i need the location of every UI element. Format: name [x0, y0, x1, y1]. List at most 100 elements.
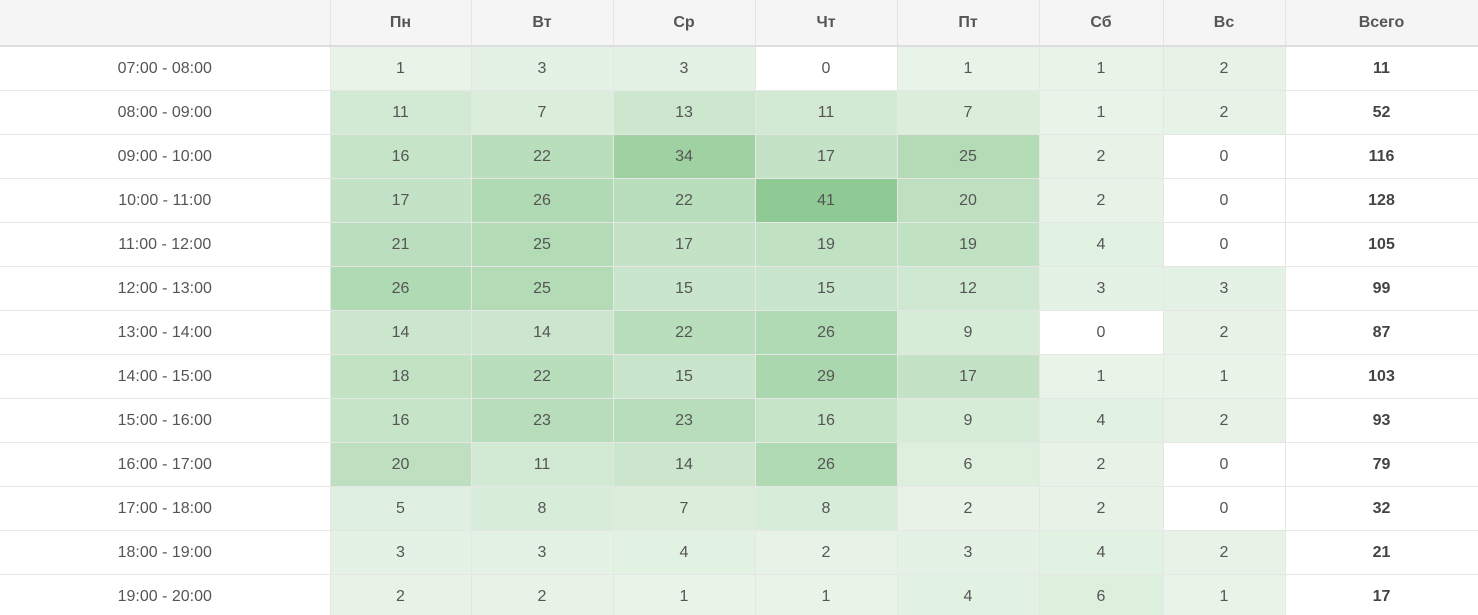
- count-cell: 3: [1039, 266, 1164, 311]
- count-cell: 20: [897, 178, 1040, 223]
- table-row: 10:00 - 11:00 17 26 22 41 20 2 0 128: [0, 178, 1478, 223]
- time-cell: 12:00 - 13:00: [0, 266, 331, 311]
- total-cell: 105: [1285, 222, 1478, 267]
- time-cell: 17:00 - 18:00: [0, 486, 331, 531]
- column-header: Ср: [613, 0, 756, 47]
- count-cell: 4: [897, 574, 1040, 615]
- count-cell: 0: [1163, 442, 1286, 487]
- count-cell: 11: [755, 90, 898, 135]
- count-cell: 11: [471, 442, 614, 487]
- count-cell: 0: [1163, 134, 1286, 179]
- total-cell: 52: [1285, 90, 1478, 135]
- total-cell: 93: [1285, 398, 1478, 443]
- time-cell: 10:00 - 11:00: [0, 178, 331, 223]
- count-cell: 34: [613, 134, 756, 179]
- count-cell: 6: [897, 442, 1040, 487]
- count-cell: 9: [897, 398, 1040, 443]
- count-cell: 2: [1163, 90, 1286, 135]
- count-cell: 4: [1039, 222, 1164, 267]
- total-cell: 79: [1285, 442, 1478, 487]
- count-cell: 22: [613, 310, 756, 355]
- count-cell: 0: [755, 46, 898, 91]
- count-cell: 1: [755, 574, 898, 615]
- count-cell: 2: [1163, 310, 1286, 355]
- count-cell: 19: [755, 222, 898, 267]
- count-cell: 16: [755, 398, 898, 443]
- count-cell: 26: [755, 310, 898, 355]
- table-row: 11:00 - 12:00 21 25 17 19 19 4 0 105: [0, 222, 1478, 267]
- count-cell: 1: [613, 574, 756, 615]
- time-cell: 07:00 - 08:00: [0, 46, 331, 91]
- count-cell: 3: [1163, 266, 1286, 311]
- table-row: 13:00 - 14:00 14 14 22 26 9 0 2 87: [0, 310, 1478, 355]
- count-cell: 1: [1039, 46, 1164, 91]
- total-cell: 116: [1285, 134, 1478, 179]
- count-cell: 8: [755, 486, 898, 531]
- count-cell: 15: [613, 354, 756, 399]
- count-cell: 18: [330, 354, 472, 399]
- time-cell: 13:00 - 14:00: [0, 310, 331, 355]
- count-cell: 4: [1039, 398, 1164, 443]
- time-cell: 19:00 - 20:00: [0, 574, 331, 615]
- count-cell: 0: [1039, 310, 1164, 355]
- count-cell: 2: [1039, 178, 1164, 223]
- count-cell: 3: [897, 530, 1040, 575]
- table-row: 15:00 - 16:00 16 23 23 16 9 4 2 93: [0, 398, 1478, 443]
- column-header: Сб: [1039, 0, 1164, 47]
- total-cell: 32: [1285, 486, 1478, 531]
- count-cell: 8: [471, 486, 614, 531]
- total-cell: 17: [1285, 574, 1478, 615]
- count-cell: 4: [613, 530, 756, 575]
- count-cell: 25: [471, 266, 614, 311]
- count-cell: 2: [1039, 134, 1164, 179]
- count-cell: 1: [1163, 354, 1286, 399]
- count-cell: 3: [613, 46, 756, 91]
- count-cell: 13: [613, 90, 756, 135]
- table-row: 16:00 - 17:00 20 11 14 26 6 2 0 79: [0, 442, 1478, 487]
- count-cell: 7: [897, 90, 1040, 135]
- count-cell: 2: [1039, 486, 1164, 531]
- total-cell: 99: [1285, 266, 1478, 311]
- count-cell: 2: [330, 574, 472, 615]
- time-cell: 09:00 - 10:00: [0, 134, 331, 179]
- count-cell: 3: [471, 46, 614, 91]
- count-cell: 7: [613, 486, 756, 531]
- column-header: Вс: [1163, 0, 1286, 47]
- count-cell: 41: [755, 178, 898, 223]
- count-cell: 12: [897, 266, 1040, 311]
- count-cell: 4: [1039, 530, 1164, 575]
- table-row: 12:00 - 13:00 26 25 15 15 12 3 3 99: [0, 266, 1478, 311]
- count-cell: 2: [755, 530, 898, 575]
- table-row: 19:00 - 20:00 2 2 1 1 4 6 1 17: [0, 574, 1478, 615]
- count-cell: 16: [330, 398, 472, 443]
- count-cell: 0: [1163, 178, 1286, 223]
- count-cell: 26: [471, 178, 614, 223]
- time-cell: 16:00 - 17:00: [0, 442, 331, 487]
- count-cell: 0: [1163, 486, 1286, 531]
- count-cell: 17: [755, 134, 898, 179]
- count-cell: 19: [897, 222, 1040, 267]
- time-cell: 11:00 - 12:00: [0, 222, 331, 267]
- total-cell: 21: [1285, 530, 1478, 575]
- count-cell: 1: [330, 46, 472, 91]
- count-cell: 14: [330, 310, 472, 355]
- count-cell: 25: [897, 134, 1040, 179]
- count-cell: 14: [471, 310, 614, 355]
- table-body: 07:00 - 08:00 1 3 3 0 1 1 2 11 08:00 - 09:00 11 7 13…: [0, 46, 1478, 615]
- count-cell: 2: [1163, 398, 1286, 443]
- count-cell: 11: [330, 90, 472, 135]
- count-cell: 1: [1163, 574, 1286, 615]
- count-cell: 25: [471, 222, 614, 267]
- total-cell: 87: [1285, 310, 1478, 355]
- count-cell: 16: [330, 134, 472, 179]
- count-cell: 22: [613, 178, 756, 223]
- time-cell: 08:00 - 09:00: [0, 90, 331, 135]
- count-cell: 5: [330, 486, 472, 531]
- count-cell: 23: [613, 398, 756, 443]
- count-cell: 3: [330, 530, 472, 575]
- time-cell: 14:00 - 15:00: [0, 354, 331, 399]
- count-cell: 22: [471, 354, 614, 399]
- total-cell: 11: [1285, 46, 1478, 91]
